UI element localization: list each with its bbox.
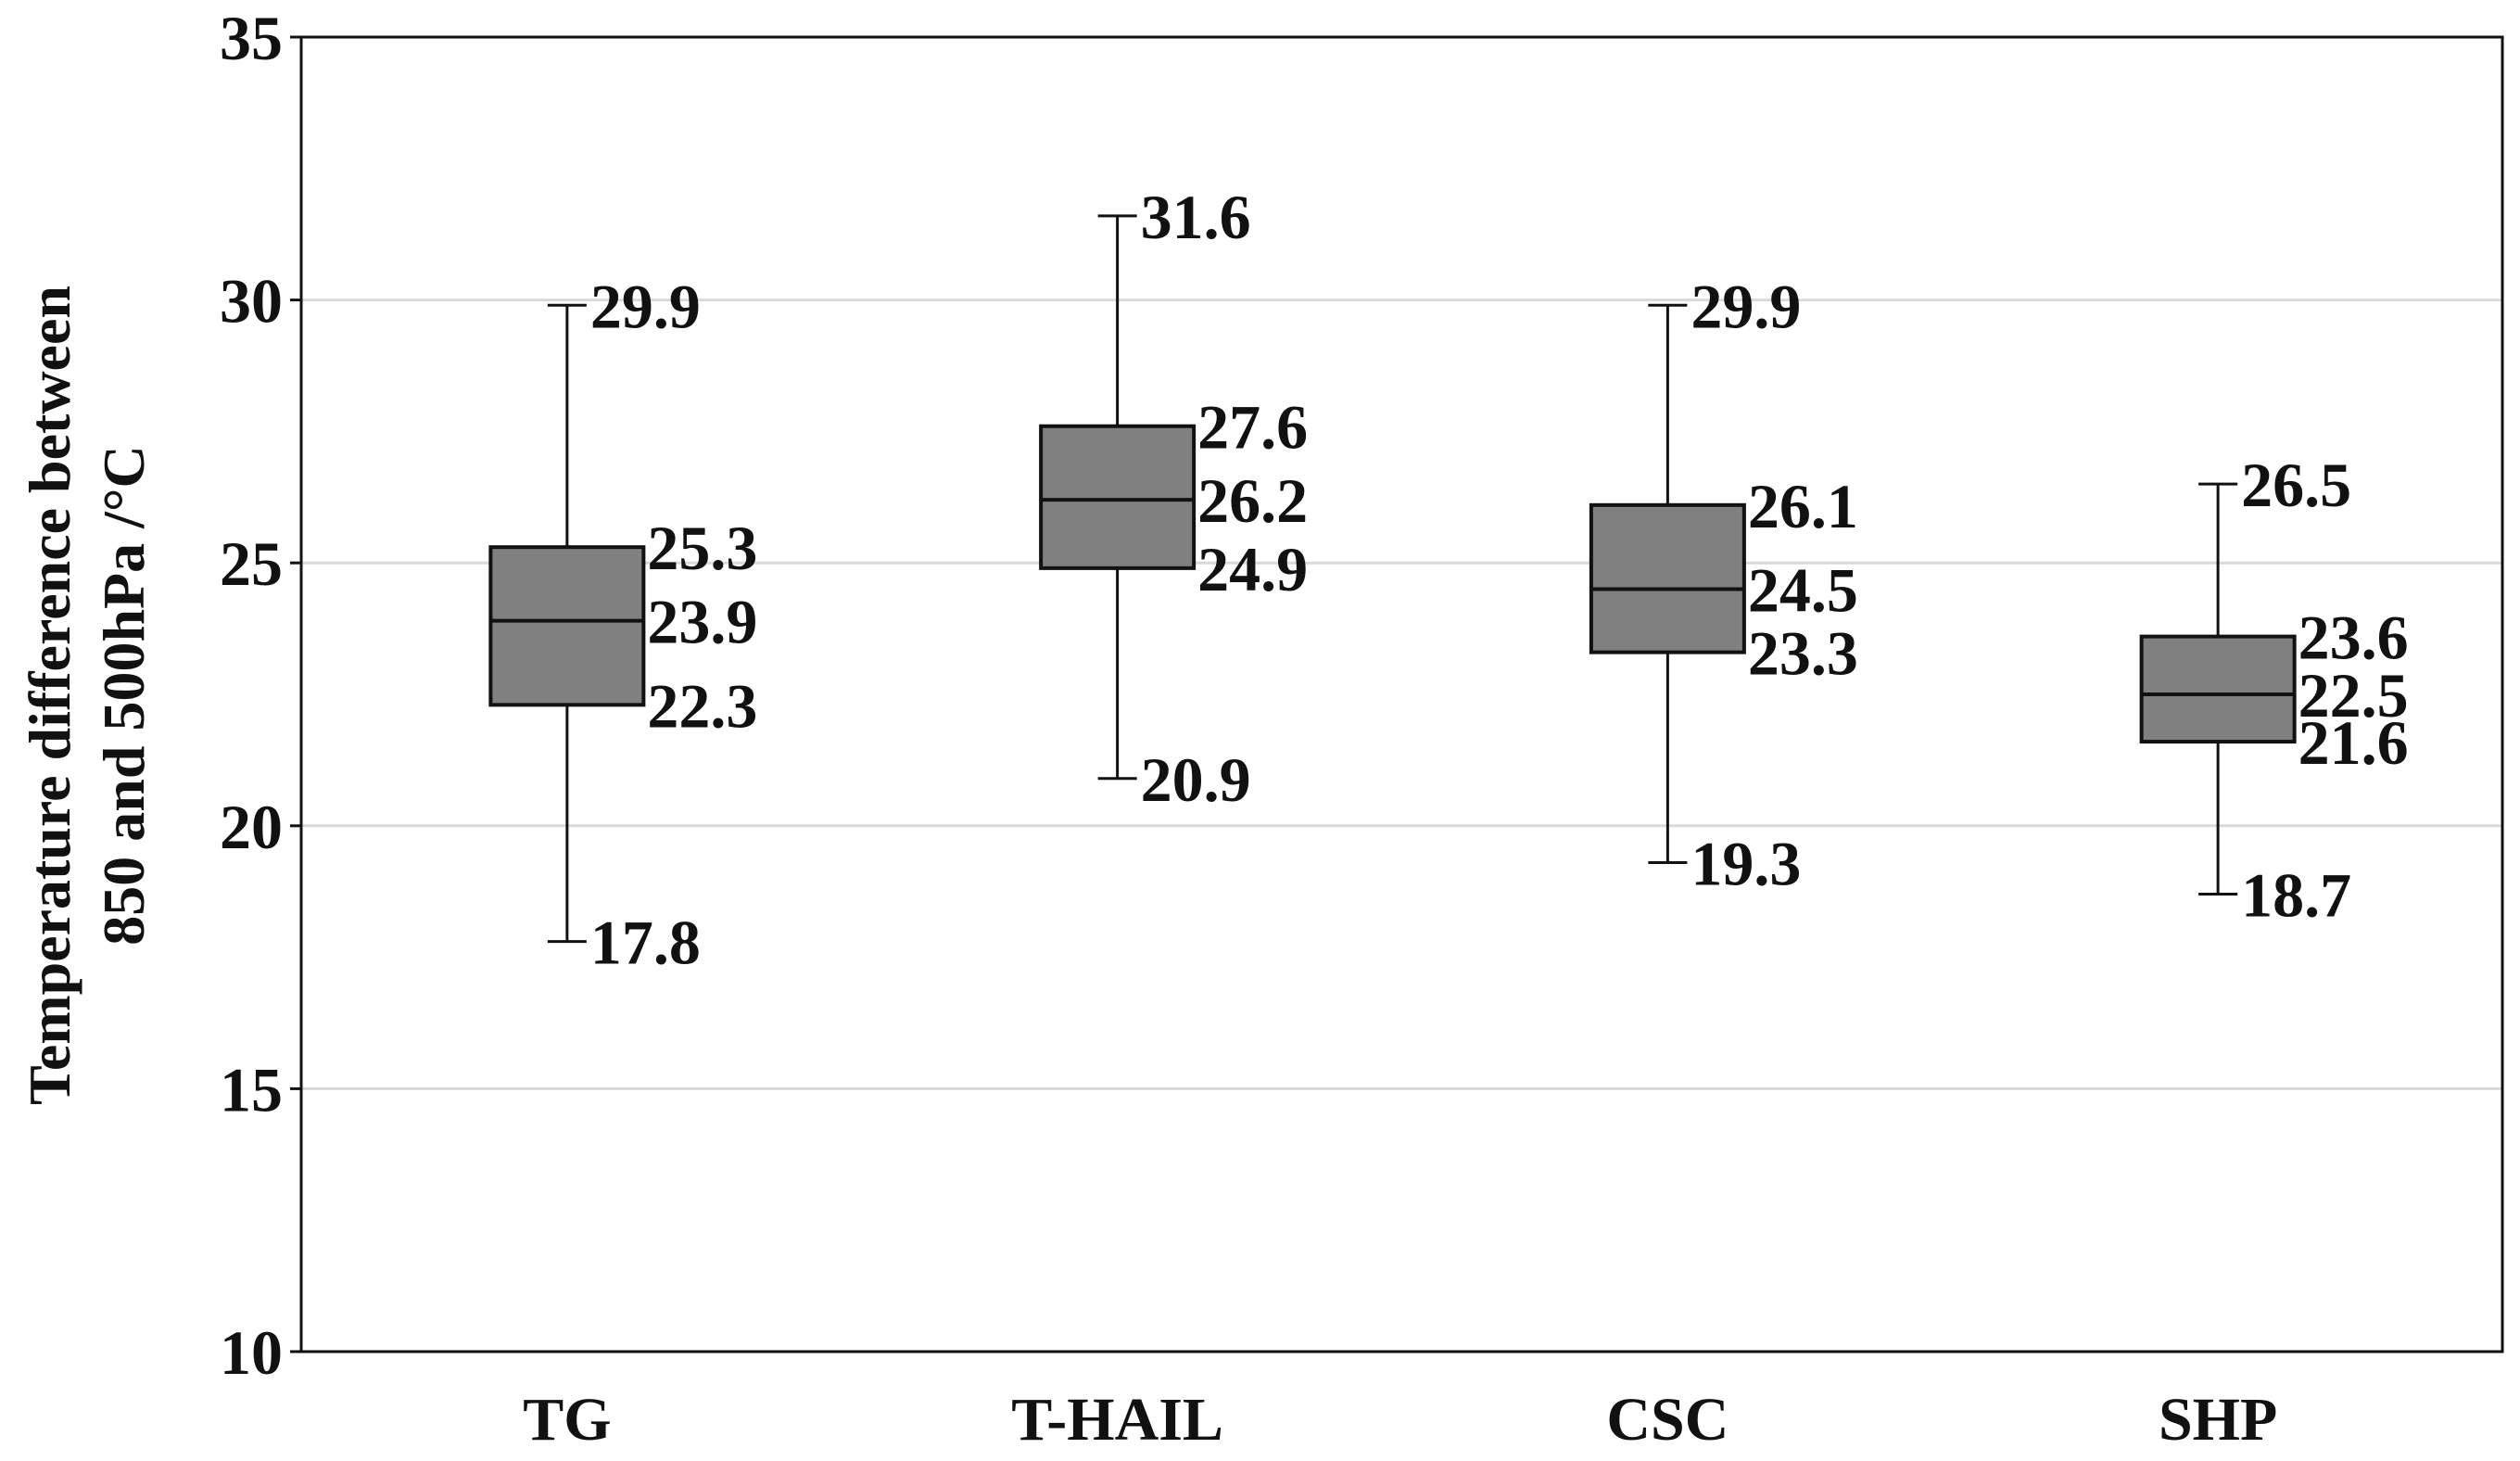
q1-value-label: 23.3	[1748, 618, 1858, 689]
q3-value-label: 26.1	[1748, 471, 1858, 541]
box-shp: 26.5 18.7 23.622.521.6	[2139, 450, 2409, 931]
min-value-label: 20.9	[1141, 744, 1251, 815]
category-label-tg: TG	[523, 1386, 611, 1454]
y-tick-label: 25	[220, 528, 283, 599]
median-value-label: 24.5	[1748, 555, 1858, 626]
category-label-shp: SHP	[2159, 1386, 2277, 1454]
boxes: 29.9 17.8 25.323.9 22.3 31.6 20.9 27.626.224.9…	[488, 182, 2409, 978]
box-csc: 29.9 19.3 26.1 24.523.3	[1589, 271, 1858, 899]
iqr-box	[2139, 634, 2297, 744]
max-value-label: 31.6	[1141, 182, 1251, 252]
y-tick-label: 10	[220, 1317, 283, 1388]
plot-area-frame	[299, 35, 2504, 1353]
q3-value-label: 23.6	[2298, 603, 2409, 673]
q3-value-label: 27.6	[1197, 392, 1308, 463]
median-value-label: 23.9	[647, 587, 757, 657]
x-axis-categories: TG T-HAIL CSC SHP	[523, 1386, 2277, 1454]
q1-value-label: 24.9	[1197, 534, 1308, 604]
y-axis-title: Temperature difference between 850 and 50…	[17, 286, 157, 1105]
max-value-label: 29.9	[1691, 271, 1801, 341]
y-tick-label: 30	[220, 266, 283, 337]
q1-value-label: 22.3	[647, 670, 757, 741]
q3-value-label: 25.3	[647, 513, 757, 583]
median-value-label: 26.2	[1197, 465, 1308, 536]
max-value-label: 29.9	[590, 271, 701, 341]
min-value-label: 18.7	[2241, 860, 2351, 931]
y-axis-ticks: 10 15 20 25 30 35	[220, 3, 301, 1388]
category-label-t-hail: T-HAIL	[1011, 1386, 1223, 1454]
iqr-box	[1039, 424, 1197, 570]
box-t-hail: 31.6 20.9 27.626.224.9	[1039, 182, 1308, 815]
y-tick-label: 35	[220, 3, 283, 73]
gridlines	[301, 299, 2502, 1090]
y-tick-label: 15	[220, 1054, 283, 1124]
y-axis-title-line: Temperature difference between	[17, 286, 82, 1105]
iqr-box	[488, 545, 646, 707]
box-tg: 29.9 17.8 25.323.9 22.3	[488, 271, 757, 978]
median-value-label: 22.5	[2298, 660, 2409, 730]
q1-value-label: 21.6	[2298, 707, 2409, 778]
category-label-csc: CSC	[1606, 1386, 1729, 1454]
min-value-label: 17.8	[590, 908, 701, 978]
min-value-label: 19.3	[1691, 829, 1801, 899]
y-tick-label: 20	[220, 792, 283, 862]
iqr-box	[1589, 502, 1746, 654]
y-axis-title-line: 850 and 500hPa /°C	[91, 445, 157, 945]
max-value-label: 26.5	[2241, 450, 2351, 520]
